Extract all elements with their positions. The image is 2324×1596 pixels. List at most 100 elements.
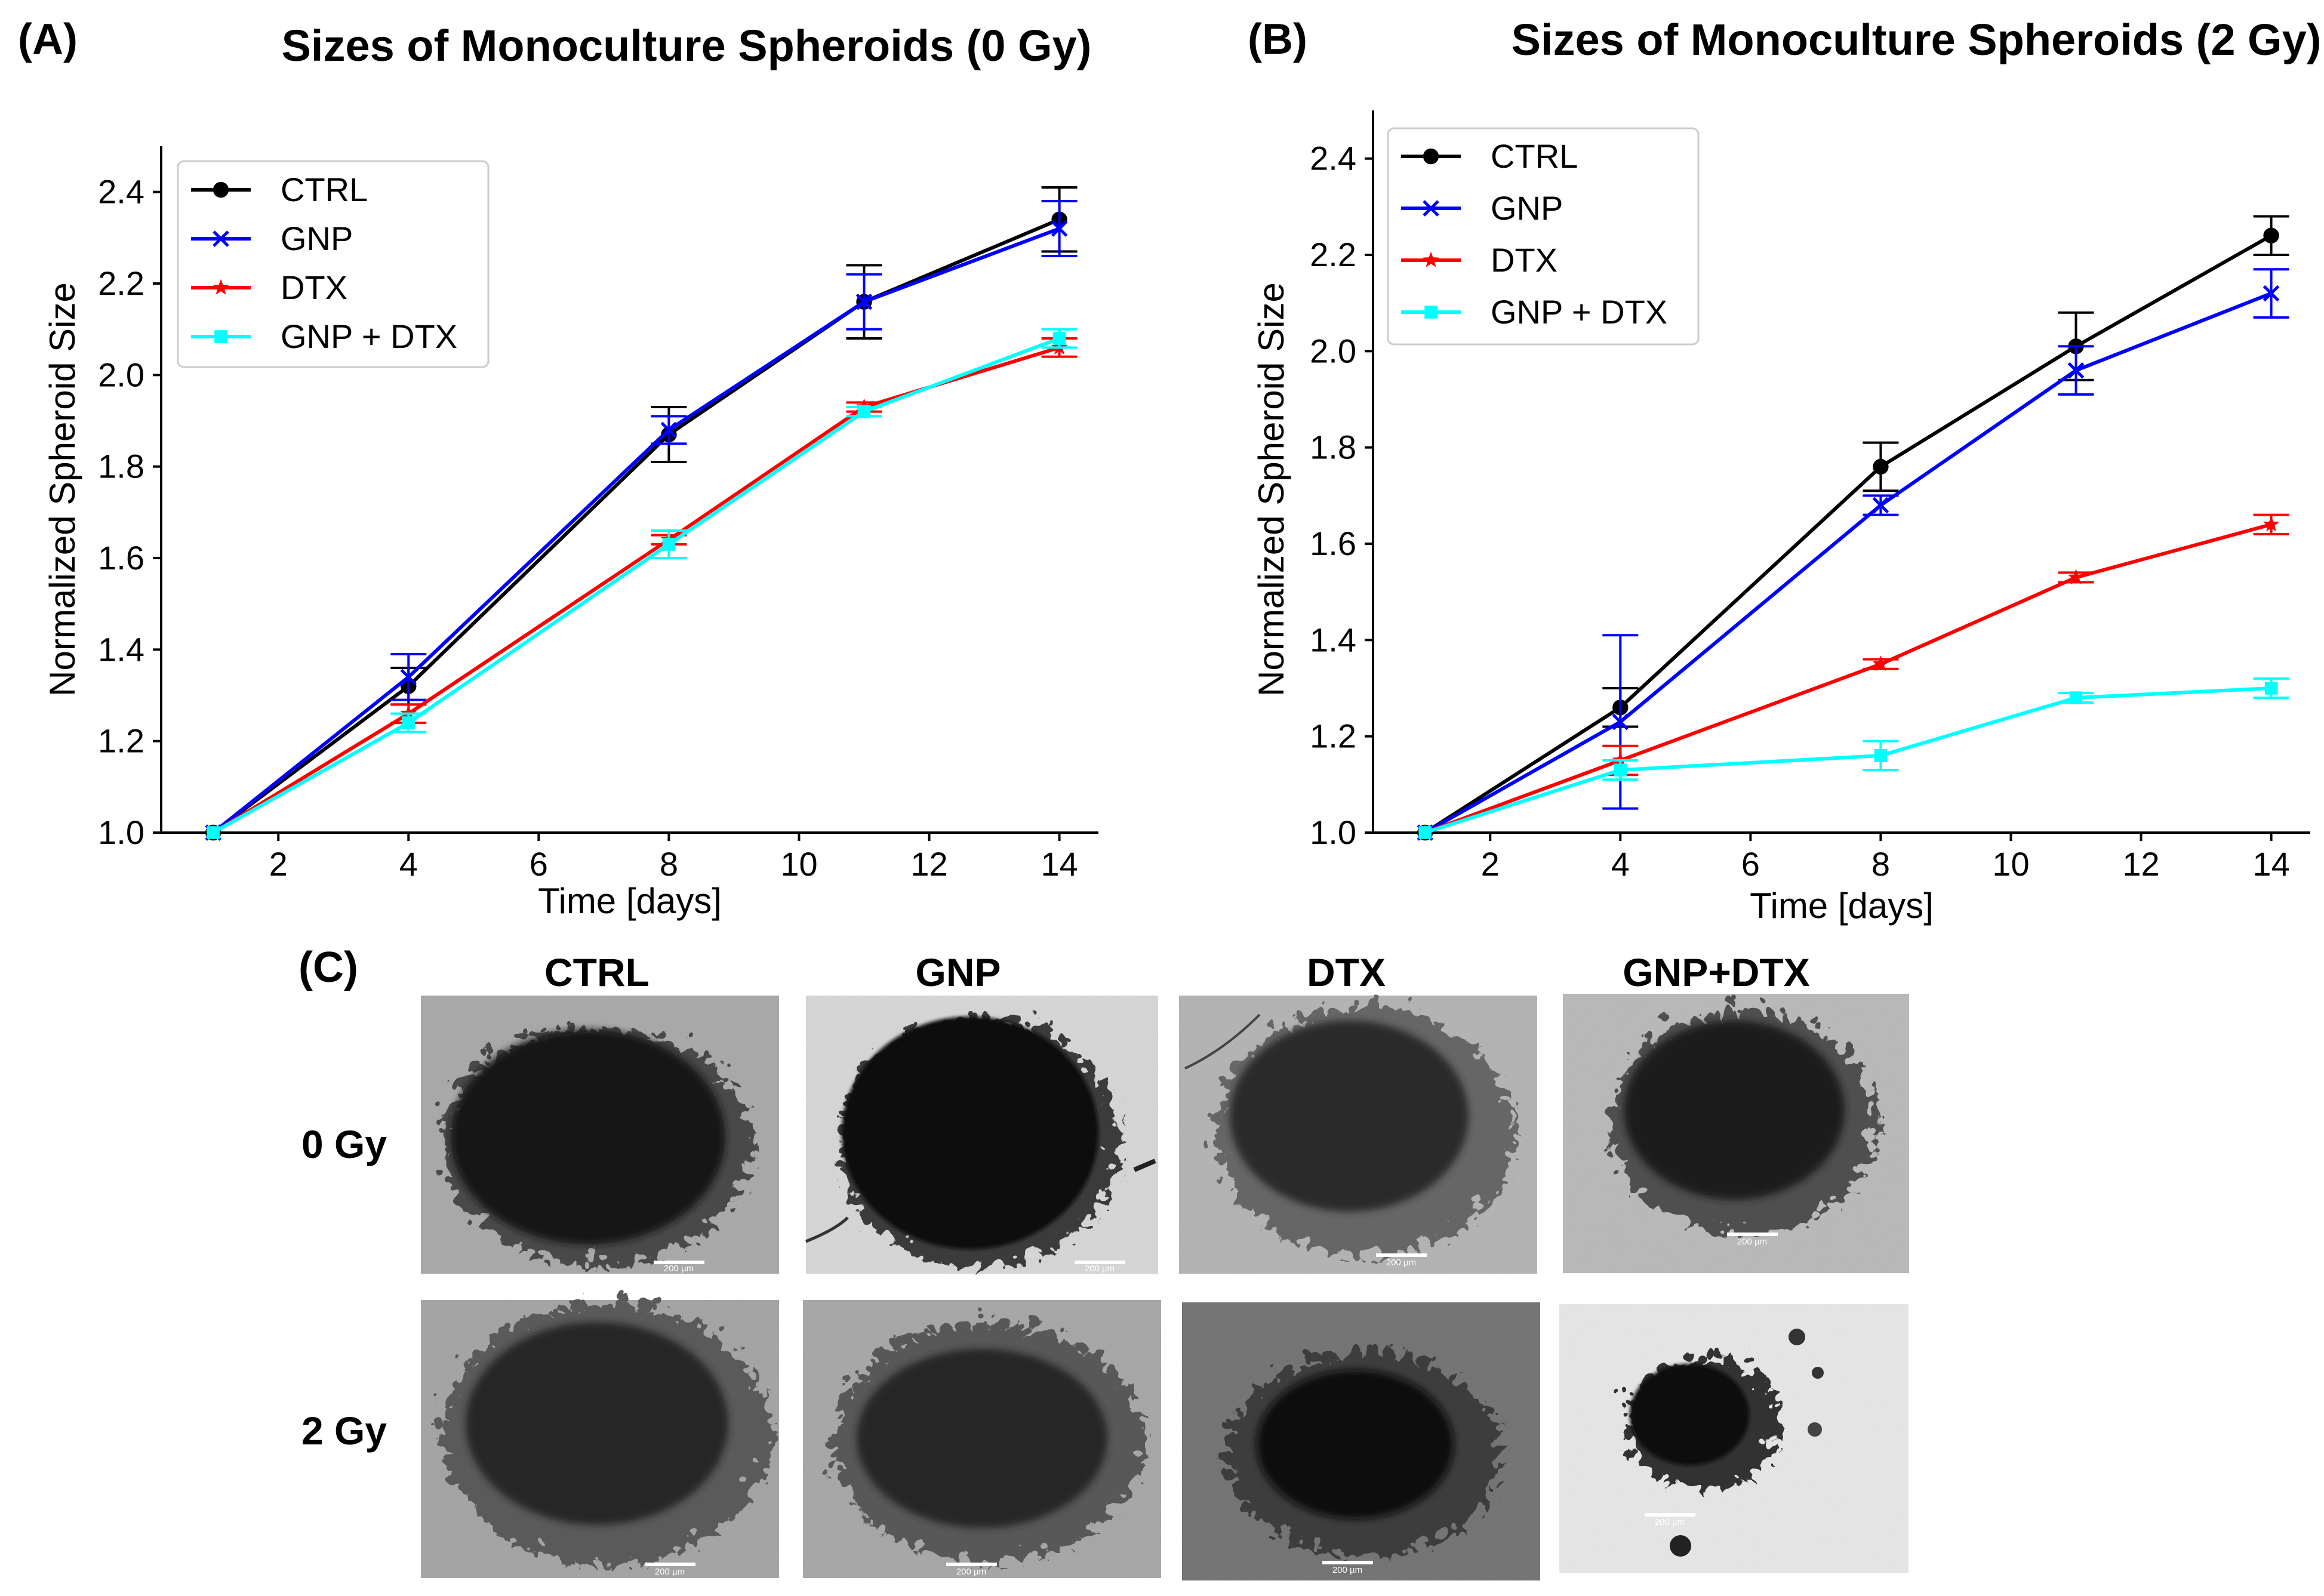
chart-a: 2 4 6 8 10 12 14 1.0 1.2 1.4 1.6 1.8 2.0 2.2 2.4 Time…: [42, 146, 1098, 921]
chart-a-point-gnp: [660, 421, 678, 439]
chart-b-y-tick-label: 2.4: [1310, 140, 1356, 177]
chart-b-legend-label-gnp-dtx: GNP + DTX: [1491, 293, 1667, 331]
chart-b-point-ctrl: [2263, 227, 2279, 244]
chart-b-legend-marker-gnp: [1423, 200, 1439, 217]
micrograph-dtx-2gy: 200 µm: [1182, 1302, 1540, 1580]
micrograph-col-gnp-dtx: GNP+DTX: [1623, 950, 1810, 994]
micrograph-ctrl-2gy: 200 µm: [421, 1292, 779, 1578]
chart-a-series: [205, 186, 1078, 841]
chart-b-point-gnp: [1612, 713, 1629, 731]
micrograph-ctrl-0gy: 200 µm: [421, 996, 779, 1274]
chart-a-legend-marker-dtx: [213, 279, 229, 295]
chart-a-x-tick-label: 8: [660, 845, 678, 883]
chart-a-y-tick-label: 1.2: [98, 722, 144, 760]
chart-a-legend-label-gnp-dtx: GNP + DTX: [281, 318, 457, 355]
chart-b-axes: [1372, 110, 2310, 834]
chart-a-legend: CTRL GNP DTX GNP + DTX: [177, 160, 490, 368]
chart-b-point-dtx: [2067, 569, 2085, 585]
micrograph-gnp-dtx-2gy: 200 µm: [1559, 1304, 1909, 1573]
chart-b-point-gnp-dtx: [1874, 749, 1888, 762]
chart-a-point-gnp-dtx: [207, 826, 220, 839]
micrograph-dtx-2gy-scale: 200 µm: [1332, 1565, 1362, 1575]
chart-b-legend-marker-dtx: [1423, 251, 1439, 267]
chart-a-point-gnp: [1051, 220, 1068, 237]
chart-a-axes: [160, 146, 1098, 834]
chart-a-legend-label-gnp: GNP: [281, 220, 353, 257]
chart-b-y-tick-label: 1.8: [1310, 429, 1356, 466]
chart-b-legend: CTRL GNP DTX GNP + DTX: [1387, 127, 1700, 346]
chart-a-x-tick-label: 10: [780, 845, 817, 883]
chart-b-x-tick-label: 14: [2252, 845, 2289, 883]
chart-b-y-tick-label: 1.0: [1310, 814, 1356, 851]
chart-a-y-tick-label: 1.4: [98, 630, 144, 668]
chart-a-legend-label-ctrl: CTRL: [281, 171, 368, 208]
micrograph-gnp-0gy: 200 µm: [805, 996, 1158, 1274]
chart-b-series: [1417, 215, 2289, 841]
panel-b-title: Sizes of Monoculture Spheroids (2 Gy): [1512, 15, 2322, 64]
chart-a-series-gnp-dtx: [207, 328, 1078, 839]
chart-b-point-gnp: [2263, 285, 2280, 302]
chart-a-point-gnp: [855, 293, 873, 310]
chart-b-x-ticks: 2 4 6 8 10 12 14: [1481, 833, 2290, 883]
chart-b-x-tick-label: 10: [1992, 845, 2029, 883]
chart-a-y-tick-label: 2.0: [98, 356, 144, 393]
chart-b-series-dtx: [1417, 513, 2289, 840]
chart-a-x-tick-label: 14: [1041, 845, 1078, 883]
chart-b-point-dtx: [2263, 516, 2280, 532]
micrograph-gnp-dtx-2gy-scale: 200 µm: [1655, 1517, 1685, 1527]
micrograph-dtx-0gy-scale: 200 µm: [1386, 1258, 1416, 1268]
micrograph-gnp-0gy-scale: 200 µm: [1085, 1264, 1115, 1274]
micrograph-gnp-dtx-0gy: 200 µm: [1563, 994, 1909, 1273]
chart-a-x-tick-label: 4: [399, 845, 418, 883]
chart-a-x-tick-label: 2: [269, 845, 288, 883]
chart-b-x-tick-label: 6: [1741, 845, 1760, 883]
chart-b-y-label: Normalized Spheroid Size: [1251, 282, 1291, 697]
chart-b-x-tick-label: 2: [1481, 845, 1500, 883]
chart-b-legend-box: [1387, 127, 1700, 346]
chart-a-x-tick-label: 12: [910, 845, 947, 883]
chart-b-point-gnp-dtx: [2069, 691, 2083, 704]
micrograph-row-2gy: 2 Gy: [301, 1409, 387, 1453]
micrograph-dtx-0gy: 200 µm: [1179, 996, 1537, 1274]
chart-a-y-label: Normalized Spheroid Size: [42, 282, 82, 697]
micrograph-col-gnp: GNP: [915, 950, 1001, 994]
chart-a-x-ticks: 2 4 6 8 10 12 14: [269, 833, 1078, 883]
chart-a-y-tick-label: 1.0: [98, 814, 144, 851]
chart-b-point-ctrl: [1873, 458, 1889, 475]
chart-a-point-gnp-dtx: [662, 538, 676, 551]
chart-b-line-dtx: [1424, 522, 2272, 834]
chart-b-legend-label-dtx: DTX: [1491, 241, 1557, 279]
micrograph-gnp-dtx-0gy-scale: 200 µm: [1737, 1237, 1767, 1247]
chart-b-point-gnp-dtx: [1614, 763, 1627, 777]
micrograph-gnp-2gy: 200 µm: [803, 1300, 1161, 1578]
chart-b: 2 4 6 8 10 12 14 1.0 1.2 1.4 1.6 1.8 2.0 2.2 2.4 Time…: [1251, 110, 2310, 926]
chart-b-point-gnp-dtx: [2264, 682, 2278, 695]
panel-c-label: (C): [298, 944, 358, 991]
micrograph-ctrl-0gy-scale: 200 µm: [664, 1264, 694, 1274]
chart-a-x-tick-label: 6: [530, 845, 548, 883]
chart-b-point-gnp-dtx: [1418, 826, 1432, 839]
chart-b-legend-label-ctrl: CTRL: [1491, 137, 1578, 175]
chart-b-y-ticks: 1.0 1.2 1.4 1.6 1.8 2.0 2.2 2.4: [1310, 140, 1373, 851]
micrograph-grid: 200 µm 200 µm 200 µm 200 µ: [421, 994, 1909, 1580]
chart-b-y-tick-label: 2.2: [1310, 236, 1356, 273]
chart-a-y-ticks: 1.0 1.2 1.4 1.6 1.8 2.0 2.2 2.4: [98, 173, 161, 851]
chart-b-y-tick-label: 2.0: [1310, 332, 1356, 369]
micrograph-col-ctrl: CTRL: [544, 950, 650, 994]
chart-b-x-label: Time [days]: [1750, 886, 1934, 926]
chart-a-point-gnp-dtx: [857, 405, 871, 418]
panel-a-label: (A): [18, 16, 78, 63]
chart-a-legend-label-dtx: DTX: [281, 269, 347, 306]
panel-a-title: Sizes of Monoculture Spheroids (0 Gy): [282, 21, 1092, 70]
chart-a-legend-marker-gnp-dtx: [214, 330, 227, 343]
panel-b-label: (B): [1248, 16, 1307, 63]
chart-a-y-tick-label: 1.8: [98, 448, 144, 485]
chart-b-y-tick-label: 1.6: [1310, 525, 1356, 562]
chart-b-legend-label-gnp: GNP: [1491, 189, 1563, 227]
chart-b-point-gnp: [2067, 362, 2085, 379]
chart-b-legend-marker-ctrl: [1423, 148, 1439, 165]
chart-b-x-tick-label: 4: [1611, 845, 1630, 883]
chart-a-y-tick-label: 2.2: [98, 264, 144, 302]
chart-a-x-label: Time [days]: [538, 881, 722, 921]
chart-b-point-dtx: [1872, 655, 1889, 671]
